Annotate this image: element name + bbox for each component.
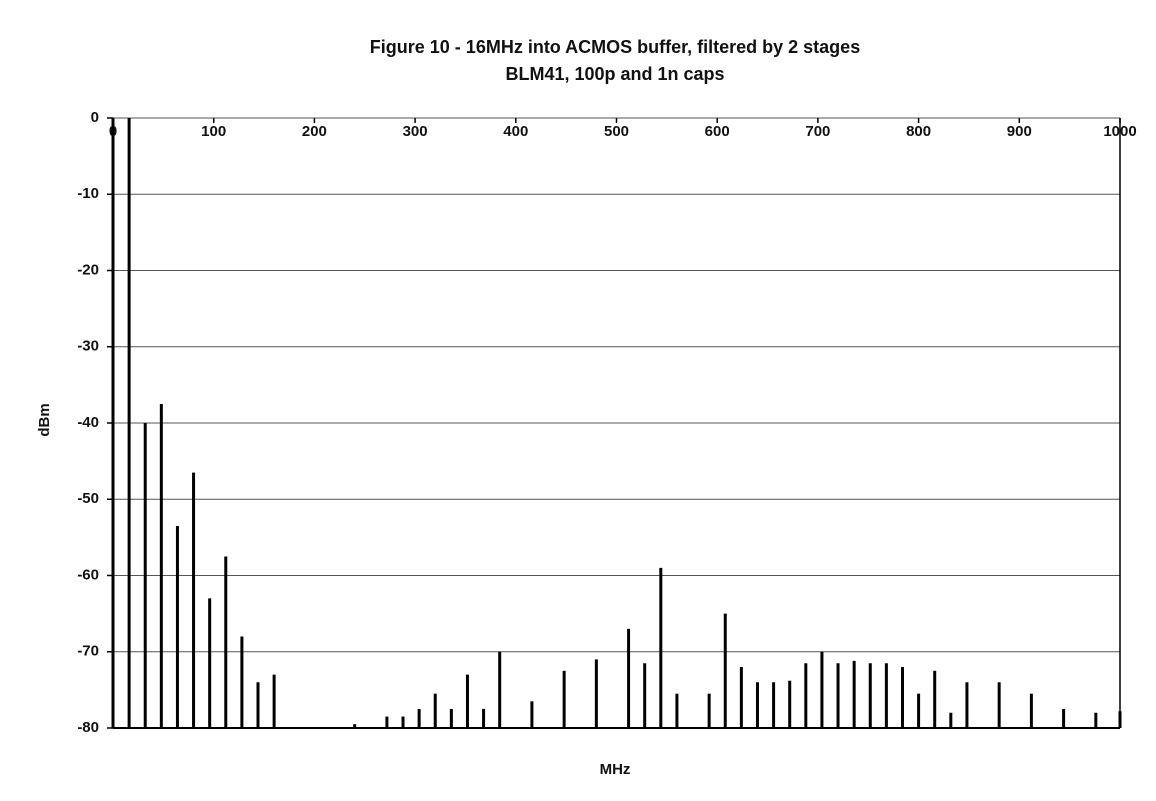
x-tick-label: 200 — [302, 123, 327, 140]
x-tick-label: 900 — [1007, 123, 1032, 140]
y-tick-label: -40 — [77, 414, 99, 431]
chart-subtitle: BLM41, 100p and 1n caps — [505, 64, 724, 84]
x-tick-label: 800 — [906, 123, 931, 140]
y-tick-label: -50 — [77, 490, 99, 507]
y-tick-label: 0 — [91, 109, 99, 126]
y-tick-label: -10 — [77, 185, 99, 202]
chart-title: Figure 10 - 16MHz into ACMOS buffer, fil… — [370, 37, 860, 57]
x-tick-label: 600 — [705, 123, 730, 140]
y-tick-label: -80 — [77, 719, 99, 736]
y-axis-label: dBm — [36, 403, 53, 436]
x-tick-label: 700 — [805, 123, 830, 140]
y-tick-label: -70 — [77, 643, 99, 660]
x-tick-label: 300 — [403, 123, 428, 140]
x-tick-label: 500 — [604, 123, 629, 140]
x-axis-label: MHz — [600, 761, 631, 778]
x-tick-label: 400 — [503, 123, 528, 140]
x-tick-label: 100 — [201, 123, 226, 140]
y-tick-label: -20 — [77, 261, 99, 278]
y-tick-label: -30 — [77, 338, 99, 355]
y-tick-label: -60 — [77, 566, 99, 583]
